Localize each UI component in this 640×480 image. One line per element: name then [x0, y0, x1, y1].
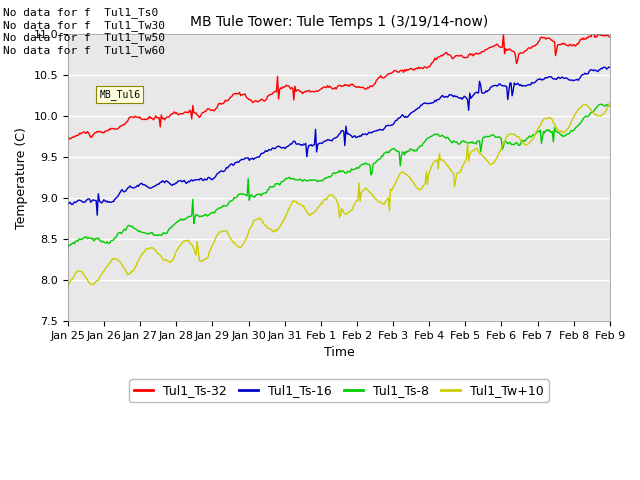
Tul1_Ts-32	[357, 84, 365, 90]
Tul1_Ts-16	[93, 212, 101, 218]
Title: MB Tule Tower: Tule Temps 1 (3/19/14-now): MB Tule Tower: Tule Temps 1 (3/19/14-now…	[190, 15, 488, 29]
Tul1_Ts-8	[597, 101, 605, 107]
Tul1_Ts-16	[326, 137, 333, 143]
Tul1_Tw+10	[387, 186, 394, 192]
Tul1_Ts-16	[64, 201, 72, 207]
Tul1_Ts-32	[387, 71, 394, 76]
Tul1_Ts-32	[324, 84, 332, 90]
Tul1_Ts-16	[606, 64, 614, 70]
Tul1_Tw+10	[593, 113, 601, 119]
Tul1_Ts-16	[388, 122, 396, 128]
Tul1_Ts-16	[323, 138, 330, 144]
Tul1_Ts-8	[387, 147, 394, 153]
Tul1_Ts-8	[64, 245, 72, 251]
Tul1_Ts-32	[64, 136, 72, 142]
Tul1_Ts-8	[593, 104, 601, 110]
Line: Tul1_Tw+10: Tul1_Tw+10	[68, 103, 610, 286]
Tul1_Tw+10	[357, 190, 365, 196]
X-axis label: Time: Time	[323, 347, 355, 360]
Y-axis label: Temperature (C): Temperature (C)	[15, 127, 28, 228]
Tul1_Ts-8	[324, 174, 332, 180]
Tul1_Tw+10	[324, 193, 332, 199]
Tul1_Ts-32	[594, 32, 602, 37]
Tul1_Ts-8	[321, 176, 329, 181]
Line: Tul1_Ts-8: Tul1_Ts-8	[68, 104, 610, 248]
Tul1_Ts-32	[508, 48, 516, 54]
Text: MB_Tul6: MB_Tul6	[99, 89, 140, 100]
Line: Tul1_Ts-32: Tul1_Ts-32	[68, 27, 610, 139]
Tul1_Ts-32	[589, 24, 596, 30]
Tul1_Tw+10	[321, 196, 329, 202]
Tul1_Ts-8	[357, 162, 365, 168]
Tul1_Ts-32	[606, 35, 614, 40]
Tul1_Ts-32	[321, 84, 329, 90]
Tul1_Ts-16	[358, 131, 366, 137]
Text: No data for f  Tul1_Ts0
No data for f  Tul1_Tw30
No data for f  Tul1_Tw50
No dat: No data for f Tul1_Ts0 No data for f Tul…	[3, 7, 165, 56]
Line: Tul1_Ts-16: Tul1_Ts-16	[68, 67, 610, 215]
Tul1_Tw+10	[64, 283, 72, 289]
Tul1_Tw+10	[508, 131, 516, 137]
Tul1_Ts-16	[509, 88, 517, 94]
Tul1_Ts-16	[605, 64, 612, 70]
Tul1_Tw+10	[606, 100, 614, 106]
Legend: Tul1_Ts-32, Tul1_Ts-16, Tul1_Ts-8, Tul1_Tw+10: Tul1_Ts-32, Tul1_Ts-16, Tul1_Ts-8, Tul1_…	[129, 379, 548, 402]
Tul1_Ts-16	[594, 69, 602, 74]
Tul1_Ts-8	[508, 142, 516, 147]
Tul1_Ts-8	[606, 103, 614, 108]
